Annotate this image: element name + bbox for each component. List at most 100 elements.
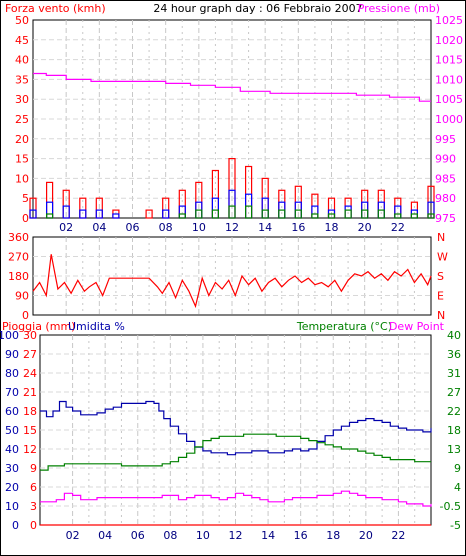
wind-bar-vento-medio [29, 209, 37, 219]
wind-ytick-label: 35 [15, 73, 29, 86]
dewpoint-line [40, 490, 432, 507]
pressure-ytick-label: 980 [435, 192, 456, 205]
humidity-ytick-label: 50 [5, 424, 19, 437]
humidity-ytick-label: 90 [5, 348, 19, 361]
humidity-ytick-label: 30 [5, 462, 19, 475]
wind-ytick-label: 10 [15, 172, 29, 185]
wind-bar-vento-medio [112, 213, 120, 219]
climate-xtick-label: 08 [163, 529, 177, 542]
wind-bar-vento-minimo [311, 213, 319, 219]
wind-bar-vento-minimo [427, 213, 435, 219]
pressure-line [33, 72, 431, 102]
humidity-axis-title: Umidita % [68, 320, 125, 333]
wind-bar-vento-medio [95, 209, 103, 219]
wind-xtick-label: 22 [391, 221, 405, 234]
wind-bar-vento-minimo [294, 209, 302, 219]
climate-xtick-label: 06 [131, 529, 145, 542]
wind-ytick-label: 0 [22, 212, 29, 225]
temperature-ytick-label: 9 [454, 462, 461, 475]
wind-xtick-label: 06 [126, 221, 140, 234]
wind-xtick-label: 12 [225, 221, 239, 234]
climate-xtick-label: 20 [359, 529, 373, 542]
wind-bar-vento-minimo [228, 205, 236, 219]
pressure-ytick-label: 995 [435, 133, 456, 146]
pressure-ytick-label: 990 [435, 153, 456, 166]
temperature-line [40, 433, 431, 471]
direction-ytick-label: 0 [22, 309, 29, 322]
climate-xtick-label: 04 [98, 529, 112, 542]
rain-ytick-label: 6 [30, 481, 37, 494]
rain-ytick-label: 27 [23, 348, 37, 361]
temperature-ytick-label: 40 [447, 329, 461, 342]
wind-xtick-label: 08 [159, 221, 173, 234]
wind-xtick-label: 16 [291, 221, 305, 234]
wind-ytick-label: 5 [22, 192, 29, 205]
wind-xtick-label: 14 [258, 221, 272, 234]
compass-label: E [437, 290, 444, 303]
wind-bar-vento-minimo [195, 209, 203, 219]
rain-ytick-label: 0 [30, 519, 37, 532]
humidity-ytick-label: 100 [0, 329, 19, 342]
wind-bar-raffica [45, 181, 54, 219]
temperature-ytick-label: -5 [450, 519, 461, 532]
humidity-ytick-label: 0 [12, 519, 19, 532]
temperature-ytick-label: 18 [447, 424, 461, 437]
direction-ytick-label: 270 [8, 251, 29, 264]
compass-label: N [437, 231, 445, 244]
pressure-ytick-label: 1025 [435, 14, 463, 27]
climate-xtick-label: 10 [196, 529, 210, 542]
wind-bar-raffica [245, 165, 253, 219]
rain-ytick-label: 12 [23, 443, 37, 456]
rain-ytick-label: 30 [23, 329, 37, 342]
wind-bar-vento-minimo [278, 209, 286, 219]
direction-ytick-label: 180 [8, 270, 29, 283]
climate-xtick-label: 02 [66, 529, 80, 542]
rain-ytick-label: 18 [23, 405, 37, 418]
rain-ytick-label: 24 [23, 367, 37, 380]
pressure-ytick-label: 1020 [435, 34, 463, 47]
wind-bar-vento-minimo [45, 213, 54, 219]
humidity-ytick-label: 60 [5, 405, 19, 418]
wind-bar-vento-minimo [410, 213, 418, 219]
wind-bar-vento-minimo [178, 213, 186, 219]
pressure-ytick-label: 1015 [435, 54, 463, 67]
wind-bar-vento-minimo [394, 213, 402, 219]
rain-ytick-label: 9 [30, 462, 37, 475]
wind-ytick-label: 25 [15, 113, 29, 126]
rain-ytick-label: 21 [23, 386, 37, 399]
pressure-ytick-label: 1005 [435, 93, 463, 106]
wind-bar-vento-minimo [361, 209, 369, 219]
temperature-axis-title: Temperatura (°C) [296, 320, 392, 333]
wind-bar-vento-medio [79, 209, 87, 219]
chart-title: 24 hour graph day : 06 Febbraio 2007 [153, 2, 362, 15]
wind-xtick-label: 02 [59, 221, 73, 234]
temperature-ytick-label: 36 [447, 348, 461, 361]
compass-label: W [437, 251, 448, 264]
direction-line [32, 254, 432, 309]
wind-bar-vento-medio [45, 201, 54, 219]
direction-ytick-label: 360 [8, 231, 29, 244]
rain-ytick-label: 15 [23, 424, 37, 437]
compass-label: S [437, 270, 444, 283]
wind-xtick-label: 04 [92, 221, 106, 234]
humidity-ytick-label: 80 [5, 367, 19, 380]
dewpoint-axis-title: Dew Point [389, 320, 445, 333]
climate-xtick-label: 16 [294, 529, 308, 542]
temperature-ytick-label: 13 [447, 443, 461, 456]
temperature-ytick-label: 31 [447, 367, 461, 380]
rain-ytick-label: 3 [30, 500, 37, 513]
pressure-ytick-label: 1000 [435, 113, 463, 126]
wind-axis-title: Forza vento (kmh) [5, 2, 106, 15]
pressure-ytick-label: 1010 [435, 73, 463, 86]
wind-bar-vento-medio [62, 205, 70, 219]
wind-xtick-label: 18 [325, 221, 339, 234]
rain-axis-title: Pioggia (mm) [2, 320, 75, 333]
temperature-ytick-label: -0.5 [440, 500, 461, 513]
wind-ytick-label: 15 [15, 153, 29, 166]
humidity-ytick-label: 70 [5, 386, 19, 399]
wind-bar-vento-medio [162, 209, 170, 219]
climate-xtick-label: 14 [261, 529, 275, 542]
wind-bar-raffica [145, 209, 153, 219]
wind-bar-vento-minimo [377, 209, 385, 219]
